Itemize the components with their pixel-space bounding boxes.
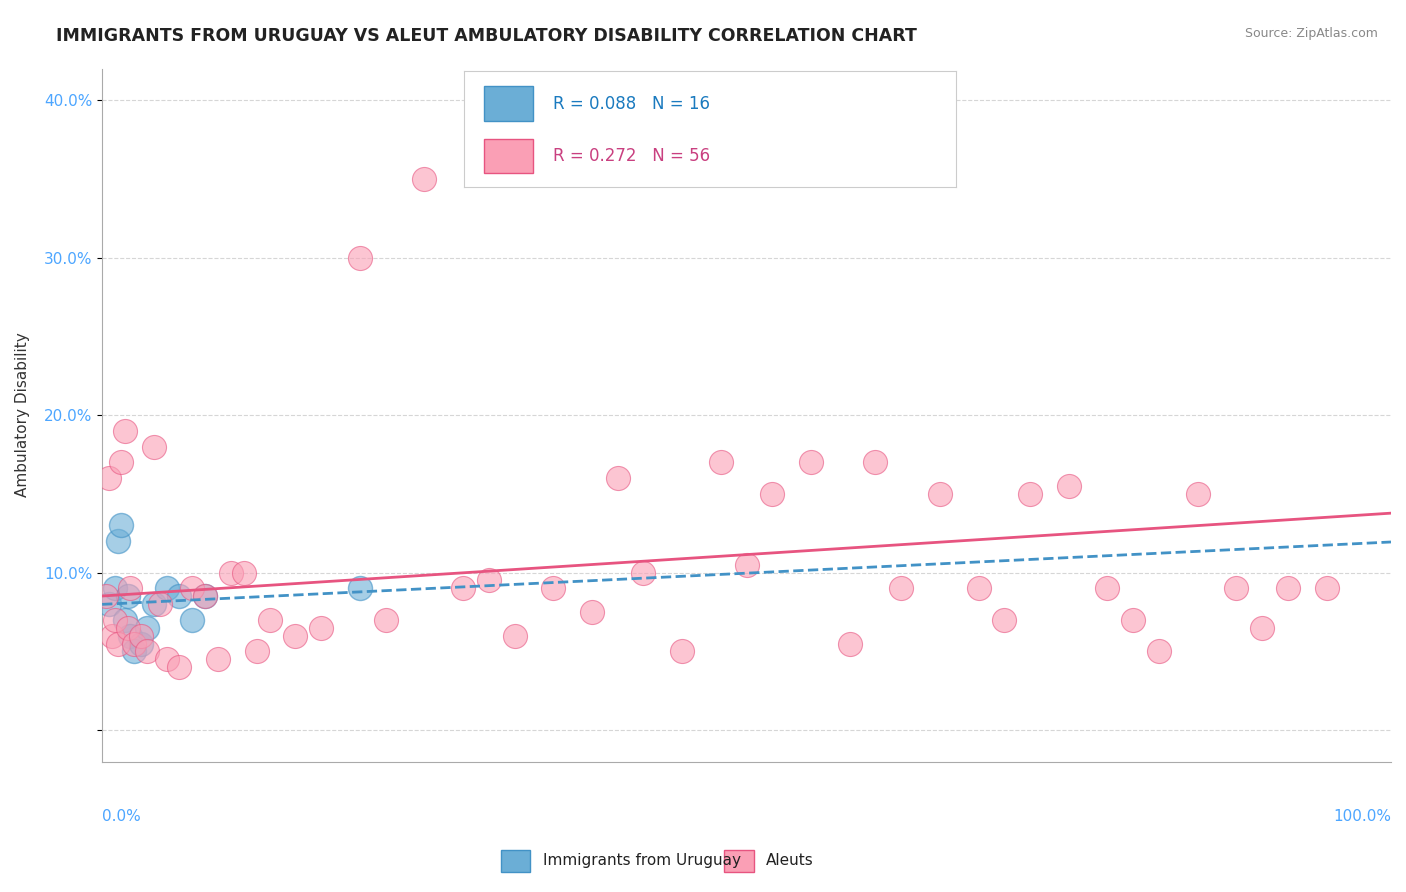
Point: [194, 589, 217, 603]
Point: [101, 629, 124, 643]
Point: [928, 487, 950, 501]
Point: [104, 613, 127, 627]
Text: R = 0.272   N = 56: R = 0.272 N = 56: [553, 147, 710, 165]
Point: [110, 455, 132, 469]
Point: [374, 613, 396, 627]
Text: Aleuts: Aleuts: [766, 854, 814, 868]
Point: [136, 644, 159, 658]
Point: [478, 574, 501, 588]
Point: [129, 636, 152, 650]
Point: [142, 440, 165, 454]
Point: [120, 582, 142, 596]
Point: [181, 582, 204, 596]
Point: [114, 613, 136, 627]
Text: 0.0%: 0.0%: [103, 809, 141, 824]
Point: [259, 613, 281, 627]
Point: [155, 652, 177, 666]
Point: [136, 621, 159, 635]
Point: [1147, 644, 1170, 658]
Point: [761, 487, 783, 501]
Point: [149, 597, 172, 611]
Point: [94, 589, 117, 603]
Point: [155, 582, 177, 596]
Point: [606, 471, 628, 485]
Point: [1315, 582, 1337, 596]
Point: [110, 518, 132, 533]
Point: [107, 636, 129, 650]
Point: [169, 660, 191, 674]
Point: [246, 644, 269, 658]
Point: [104, 582, 127, 596]
Point: [129, 629, 152, 643]
Point: [284, 629, 307, 643]
Point: [349, 251, 371, 265]
Text: R = 0.088   N = 16: R = 0.088 N = 16: [553, 95, 710, 112]
Point: [97, 597, 120, 611]
Point: [107, 534, 129, 549]
Point: [117, 589, 139, 603]
Point: [169, 589, 191, 603]
Text: Source: ZipAtlas.com: Source: ZipAtlas.com: [1244, 27, 1378, 40]
Point: [1122, 613, 1144, 627]
Point: [451, 582, 474, 596]
Point: [194, 589, 217, 603]
Point: [735, 558, 758, 572]
Point: [541, 582, 564, 596]
Point: [232, 566, 254, 580]
Point: [219, 566, 242, 580]
Point: [890, 582, 912, 596]
Point: [97, 471, 120, 485]
FancyBboxPatch shape: [501, 849, 530, 872]
Point: [1251, 621, 1274, 635]
Point: [349, 582, 371, 596]
Point: [117, 621, 139, 635]
Y-axis label: Ambulatory Disability: Ambulatory Disability: [15, 333, 30, 498]
FancyBboxPatch shape: [484, 138, 533, 173]
Point: [181, 613, 204, 627]
Point: [1019, 487, 1042, 501]
Point: [993, 613, 1015, 627]
Point: [671, 644, 693, 658]
Point: [800, 455, 823, 469]
Point: [865, 455, 887, 469]
Text: Immigrants from Uruguay: Immigrants from Uruguay: [543, 854, 741, 868]
Point: [503, 629, 526, 643]
Point: [633, 566, 655, 580]
Point: [1057, 479, 1080, 493]
FancyBboxPatch shape: [484, 87, 533, 121]
Point: [1187, 487, 1209, 501]
Point: [581, 605, 603, 619]
Point: [1225, 582, 1247, 596]
FancyBboxPatch shape: [724, 849, 754, 872]
Point: [124, 636, 146, 650]
Point: [207, 652, 229, 666]
Point: [124, 644, 146, 658]
Point: [120, 629, 142, 643]
Point: [309, 621, 332, 635]
Point: [710, 455, 733, 469]
Text: IMMIGRANTS FROM URUGUAY VS ALEUT AMBULATORY DISABILITY CORRELATION CHART: IMMIGRANTS FROM URUGUAY VS ALEUT AMBULAT…: [56, 27, 917, 45]
Point: [838, 636, 860, 650]
Point: [413, 171, 436, 186]
Point: [1097, 582, 1119, 596]
Point: [142, 597, 165, 611]
Point: [1277, 582, 1299, 596]
Text: 100.0%: 100.0%: [1333, 809, 1391, 824]
Point: [114, 424, 136, 438]
Point: [967, 582, 990, 596]
